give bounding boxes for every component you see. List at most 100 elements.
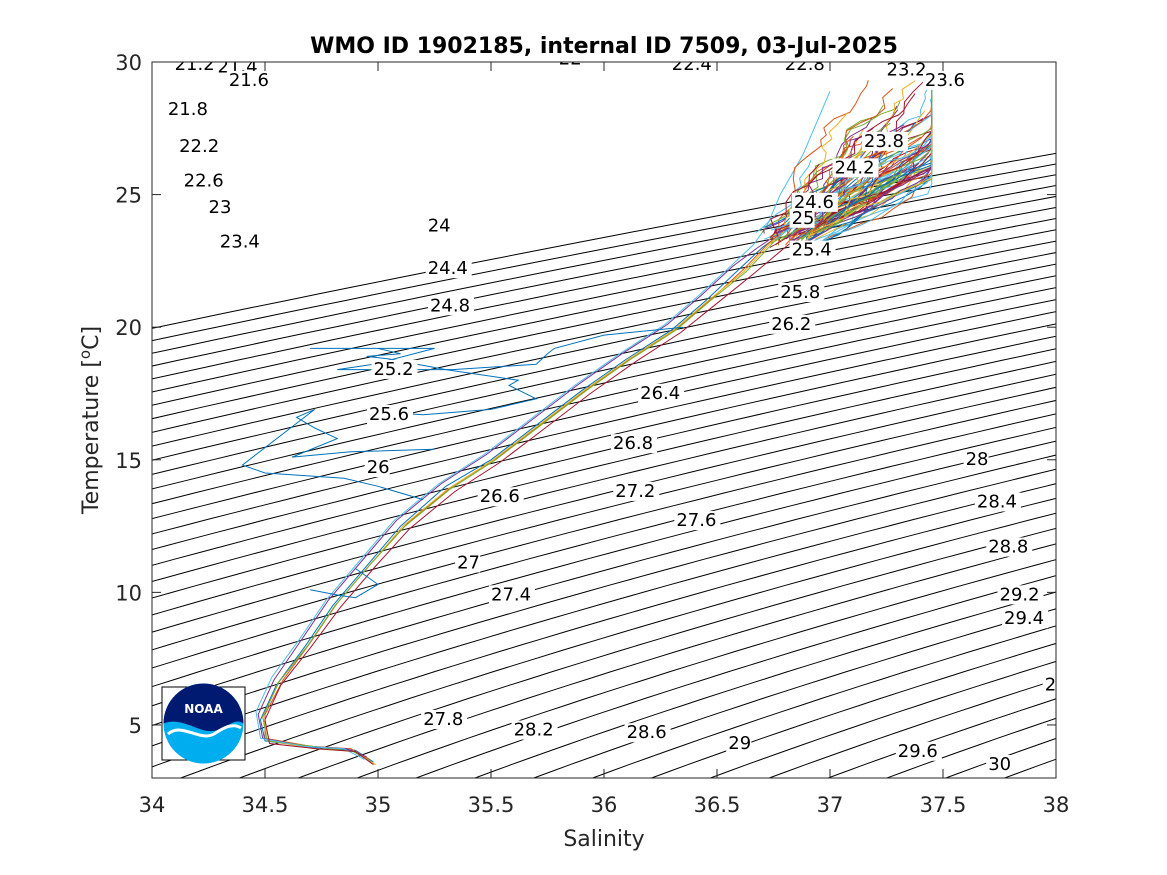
isopycnal-line — [152, 348, 1056, 566]
contour-label-bg — [922, 70, 969, 90]
contour-label-bg — [791, 192, 838, 212]
y-tick-label: 15 — [115, 449, 142, 473]
contour-label-bg — [425, 216, 451, 236]
contour-label-bg — [613, 481, 660, 501]
contour-label: 29.8 — [1045, 674, 1085, 695]
isopycnal-line — [152, 252, 1056, 447]
contour-label-bg — [624, 723, 671, 743]
contour-label-bg — [206, 198, 232, 218]
isopycnal-line — [152, 373, 1056, 599]
isopycnal-line — [355, 559, 1056, 778]
x-tick-label: 36.5 — [694, 793, 741, 817]
contour-label: 27.2 — [615, 481, 655, 502]
contour-label: 25.8 — [780, 282, 820, 303]
contour-label-bg — [782, 62, 829, 74]
contour-label: 24.2 — [835, 157, 875, 178]
profile-line — [310, 326, 684, 371]
noaa-logo: NOAA — [161, 683, 246, 764]
contour-label-bg — [425, 259, 472, 279]
contour-label-bg — [963, 450, 989, 470]
x-tick-label: 35 — [365, 793, 392, 817]
profile-line — [310, 568, 379, 599]
contour-label: 24.8 — [430, 295, 470, 316]
contour-label: 28 — [966, 449, 989, 470]
contour-label: 23.6 — [925, 70, 965, 91]
contour-label: 22 — [559, 49, 582, 70]
profile-line — [262, 128, 865, 766]
contour-label: 28.8 — [988, 537, 1028, 558]
contour-label-bg — [778, 283, 825, 303]
y-tick-label: 10 — [115, 581, 142, 605]
y-axis-label-main: Temperature [ — [79, 359, 104, 515]
contour-label: 24.6 — [794, 192, 834, 213]
contour-label: 24 — [428, 216, 451, 237]
contour-label: 22.8 — [785, 54, 825, 75]
y-axis: 5 10 15 20 25 30 — [115, 51, 1056, 738]
chart-title: WMO ID 1902185, internal ID 7509, 03-Jul… — [310, 34, 898, 59]
contour-label-bg — [427, 296, 474, 316]
contour-label-bg — [895, 741, 942, 761]
contour-label: 25 — [792, 208, 815, 229]
contour-label: 26 — [367, 457, 390, 478]
contour-label-bg — [172, 62, 219, 74]
contour-label: 27.6 — [676, 510, 716, 531]
isopycnal-line — [152, 323, 1056, 535]
isopycnal-line — [532, 608, 1056, 778]
contour-label-bg — [789, 208, 815, 228]
contour-label: 21.6 — [229, 70, 269, 91]
contour-label-bg — [511, 720, 558, 740]
contour-label: 30 — [988, 754, 1011, 775]
surface-profile-line — [768, 80, 869, 238]
contour-label-bg — [165, 100, 212, 120]
contour-label-bg — [455, 553, 481, 573]
isopycnal-line — [296, 543, 1056, 778]
contour-label-bg — [974, 492, 1021, 512]
contour-label: 23 — [209, 197, 232, 218]
isopycnal-line — [152, 263, 1056, 461]
surface-profile-line — [769, 93, 916, 239]
contour-label-bg — [364, 458, 390, 478]
contour-label-bg — [217, 232, 264, 252]
contour-label-bg — [477, 487, 524, 507]
contour-label-bg — [177, 137, 224, 157]
x-tick-label: 34.5 — [242, 793, 289, 817]
contour-label-bg — [489, 585, 535, 605]
profile-line — [264, 157, 899, 766]
contour-label-bg — [789, 240, 836, 260]
contour-label-bg — [674, 511, 721, 531]
contour-label: 25.2 — [373, 359, 413, 380]
surface-profile-line — [797, 157, 933, 246]
x-axis-label: Salinity — [563, 827, 644, 852]
isopycnal-line — [152, 468, 1056, 727]
isopycnal-line — [152, 299, 1056, 505]
x-tick-label: 35.5 — [468, 793, 515, 817]
contour-label: 21.8 — [168, 99, 208, 120]
contour-label: 22.6 — [184, 171, 224, 192]
contour-label: 25.6 — [369, 404, 409, 425]
contour-label: 21.2 — [175, 54, 215, 75]
contour-label: 22.2 — [179, 136, 219, 157]
isopycnal-line — [152, 311, 1056, 520]
contour-label-bg — [726, 733, 752, 753]
contour-label-bg — [1042, 675, 1056, 695]
contour-label: 26.2 — [771, 314, 811, 335]
contour-label: 27 — [457, 553, 480, 574]
contour-label-bg — [638, 383, 685, 403]
contour-label: 29.6 — [898, 741, 938, 762]
contour-label-bg — [861, 131, 908, 151]
isopycnal-line — [650, 642, 1056, 778]
y-tick-label: 30 — [115, 51, 142, 75]
y-axis-label-degree: o — [76, 350, 94, 359]
isopycnal-line — [708, 660, 1056, 778]
contour-label: 26.6 — [480, 486, 520, 507]
contour-label: 23.8 — [864, 131, 904, 152]
x-tick-label: 38 — [1043, 793, 1070, 817]
contour-label: 26.4 — [640, 383, 680, 404]
contour-label: 26.8 — [613, 433, 653, 454]
surface-profile-line — [768, 111, 849, 241]
contour-label: 28.2 — [514, 720, 554, 741]
contour-label-bg — [611, 434, 658, 454]
x-tick-label: 34 — [139, 793, 166, 817]
